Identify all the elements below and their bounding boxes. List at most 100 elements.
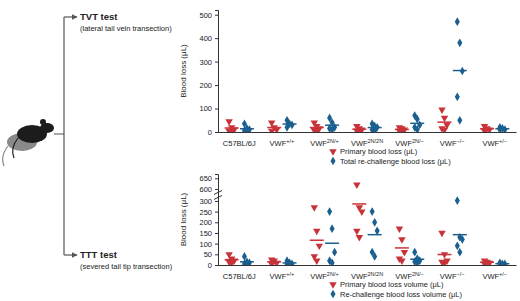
x-tick: VWF−/−: [440, 132, 465, 148]
mean-line: [225, 127, 239, 129]
label-superscript: 2N/−: [412, 138, 424, 144]
mouse-tail: [3, 146, 8, 166]
plot-area: [225, 183, 510, 265]
x-axis-line: [219, 265, 517, 266]
data-point: [313, 259, 320, 265]
legend-label: Primary blood loss (μL): [340, 147, 418, 156]
y-tick-label: 400: [199, 34, 212, 43]
series: [225, 183, 494, 265]
legend: Primary blood loss volume (μL)Re-challen…: [329, 280, 462, 299]
data-point: [330, 224, 335, 233]
data-point: [375, 226, 380, 235]
x-axis: C57BL/6JVWF+/+VWF2N/+VWF2N/2NVWF2N/−VWF−…: [219, 132, 517, 148]
x-axis-line: [219, 132, 517, 133]
data-point: [455, 241, 460, 250]
mean-line: [267, 127, 281, 129]
data-point: [401, 250, 408, 256]
series: [240, 196, 509, 265]
data-point: [358, 209, 365, 215]
mean-line: [453, 70, 467, 72]
arrow: [64, 254, 77, 255]
data-point: [455, 196, 460, 205]
legend: Primary blood loss (μL)Total re-challeng…: [329, 147, 451, 166]
data-point: [457, 248, 462, 257]
mean-line: [437, 121, 451, 123]
data-point: [412, 248, 417, 257]
legend-label: Primary blood loss volume (μL): [340, 280, 444, 289]
y-axis-line: [215, 11, 219, 133]
mean-line: [225, 259, 239, 261]
x-tick: VWF−/−: [440, 265, 465, 281]
mean-line: [352, 128, 366, 130]
y-tick-mark: [215, 132, 218, 133]
mean-line: [395, 247, 409, 249]
data-point: [313, 129, 320, 132]
chart: TVT test(lateral tail vein transection)0…: [80, 11, 517, 166]
y-tick-mark: [215, 85, 218, 86]
y-tick-mark: [215, 265, 218, 266]
x-tick-label: VWF+/−: [482, 138, 507, 148]
mouse-tail: [13, 138, 18, 158]
y-tick-label: 300: [199, 197, 212, 206]
mean-line: [325, 242, 339, 244]
y-tick: 200: [199, 218, 218, 227]
y-axis: 050100150200250300600650: [199, 174, 218, 270]
mean-line: [240, 128, 254, 130]
y-tick-label: 100: [199, 240, 212, 249]
label-base: VWF: [270, 139, 287, 148]
data-point: [327, 207, 332, 216]
data-point: [311, 205, 318, 211]
y-tick-mark: [215, 189, 218, 190]
x-tick: VWF2N/2N: [351, 265, 383, 281]
y-axis-title: Blood loss (μL): [179, 44, 188, 98]
y-tick-label: 150: [199, 229, 212, 238]
label-base: VWF: [482, 139, 499, 148]
y-tick: 600: [199, 185, 218, 194]
chart-title: TTT test: [80, 249, 118, 260]
chart-subtitle: (lateral tail vein transection): [80, 24, 172, 33]
mean-line: [368, 234, 382, 236]
data-point: [228, 129, 235, 132]
x-tick: C57BL/6J: [223, 265, 256, 281]
data-point: [330, 125, 335, 132]
mean-line: [480, 128, 494, 130]
label-superscript: 2N/+: [327, 138, 339, 144]
y-tick-mark: [215, 254, 218, 255]
x-tick: C57BL/6J: [223, 132, 256, 148]
chart-title: TVT test: [80, 11, 118, 22]
mean-line: [310, 127, 324, 129]
label-base: VWF: [310, 272, 327, 281]
data-point: [313, 229, 320, 235]
x-tick-label: VWF2N/+: [310, 138, 338, 148]
y-axis: 0100200300400500: [199, 11, 218, 137]
y-tick: 50: [204, 250, 218, 259]
data-point: [372, 218, 377, 227]
mean-line: [410, 258, 424, 260]
data-point: [228, 261, 235, 265]
y-tick-label: 200: [199, 218, 212, 227]
y-tick: 300: [199, 58, 218, 67]
mean-line: [410, 123, 424, 125]
mean-line: [283, 123, 297, 125]
mean-line: [310, 239, 324, 241]
x-tick: VWF2N/−: [395, 132, 423, 148]
mean-line: [267, 261, 281, 263]
chart-subtitle: (severed tail tip transection): [80, 262, 173, 271]
legend-marker: [330, 290, 335, 299]
mean-line: [495, 263, 509, 265]
mean-line: [325, 124, 339, 126]
y-tick-mark: [215, 109, 218, 110]
y-tick-mark: [215, 212, 218, 213]
y-tick-mark: [215, 62, 218, 63]
mean-line: [395, 129, 409, 131]
series: [225, 108, 494, 132]
axis-break: [214, 195, 222, 199]
data-point: [460, 235, 465, 244]
data-point: [455, 17, 460, 26]
bracket-line: [54, 17, 64, 255]
y-tick: 500: [199, 11, 218, 20]
label-superscript: 2N/+: [327, 271, 339, 277]
mean-line: [437, 254, 451, 256]
label-superscript: +/+: [286, 271, 294, 277]
y-tick-mark: [215, 244, 218, 245]
